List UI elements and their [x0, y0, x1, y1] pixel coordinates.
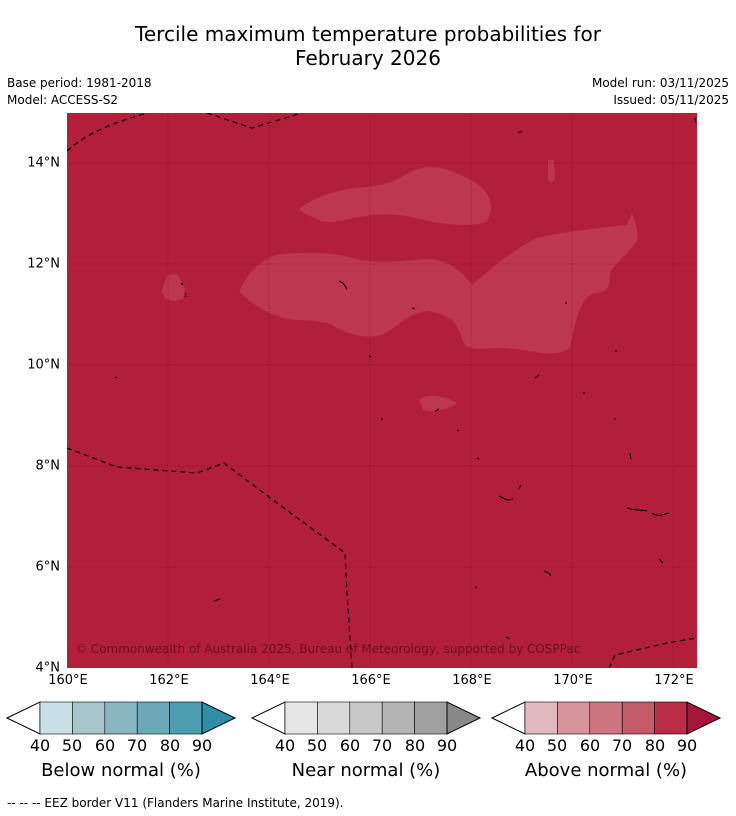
lon-label: 172°E — [654, 673, 694, 688]
cbar-swatch — [524, 701, 558, 735]
lat-label: 8°N — [35, 458, 61, 474]
title-line-2: February 2026 — [295, 46, 441, 70]
cbar-label-above: Above normal (%) — [524, 760, 688, 781]
cbar-tick: 50 — [61, 736, 83, 755]
lat-label: 4°N — [35, 660, 61, 676]
lon-label: 162°E — [149, 673, 189, 688]
patch-west — [162, 274, 185, 301]
cbar-swatches — [39, 701, 203, 735]
meta-right: Model run: 03/11/2025 Issued: 05/11/2025 — [592, 75, 729, 109]
cbar-swatch — [284, 701, 318, 735]
cbar-swatch — [654, 701, 688, 735]
base-period: Base period: 1981-2018 — [7, 76, 152, 90]
cbar-tick: 60 — [94, 736, 116, 755]
cbar-swatch — [72, 701, 106, 735]
lat-label: 10°N — [27, 357, 60, 373]
cbar-tick: 40 — [274, 736, 296, 755]
cbar-swatch — [39, 701, 73, 735]
lat-label: 12°N — [27, 256, 60, 272]
cbar-label-below: Below normal (%) — [41, 760, 201, 781]
cbar-tick: 90 — [191, 736, 213, 755]
cbar-upper-extension — [686, 701, 722, 735]
model-name: Model: ACCESS-S2 — [7, 93, 119, 107]
lon-label: 166°E — [351, 673, 391, 688]
title-line-1: Tercile maximum temperature probabilitie… — [135, 22, 601, 46]
cbar-tick: 90 — [436, 736, 458, 755]
cbar-tick: 40 — [514, 736, 536, 755]
lon-label: 164°E — [250, 673, 290, 688]
cbar-tick: 90 — [676, 736, 698, 755]
model-run: Model run: 03/11/2025 — [591, 76, 729, 90]
eez-footnote: -- -- -- EEZ border V11 (Flanders Marine… — [7, 796, 344, 810]
chart-title: Tercile maximum temperature probabilitie… — [0, 22, 736, 70]
cbar-swatch — [136, 701, 170, 735]
cbar-upper-extension — [446, 701, 482, 735]
cbar-swatch — [589, 701, 623, 735]
patch-ne-tiny — [548, 160, 555, 183]
cbar-tick: 70 — [371, 736, 393, 755]
cbar-tick: 50 — [306, 736, 328, 755]
cbar-swatches — [284, 701, 448, 735]
islands — [114, 130, 670, 640]
cbar-lower-extension — [491, 701, 526, 735]
probability-map: © Commonwealth of Australia 2025, Bureau… — [67, 113, 697, 668]
lon-label: 160°E — [48, 673, 88, 688]
cbar-swatch — [414, 701, 448, 735]
issued-date: Issued: 05/11/2025 — [613, 93, 729, 107]
lat-label: 6°N — [35, 559, 61, 575]
patch-small — [419, 395, 457, 412]
cbar-tick: 40 — [29, 736, 51, 755]
patch-north — [299, 167, 491, 225]
cbar-upper-extension — [201, 701, 237, 735]
cbar-swatch — [104, 701, 138, 735]
cbar-swatch — [621, 701, 655, 735]
cbar-tick: 70 — [126, 736, 148, 755]
lat-label: 14°N — [27, 155, 60, 171]
cbar-tick: 80 — [159, 736, 181, 755]
cbar-swatch — [557, 701, 591, 735]
lon-label: 170°E — [553, 673, 593, 688]
cbar-swatches — [524, 701, 688, 735]
cbar-lower-extension — [251, 701, 286, 735]
patch-central — [239, 213, 638, 354]
cbar-swatch — [381, 701, 415, 735]
map-svg — [67, 113, 697, 668]
cbar-swatch — [317, 701, 351, 735]
eez-borders — [67, 113, 697, 668]
copyright-notice: © Commonwealth of Australia 2025, Bureau… — [75, 642, 581, 656]
cbar-tick: 50 — [546, 736, 568, 755]
cbar-tick: 60 — [339, 736, 361, 755]
cbar-tick: 80 — [644, 736, 666, 755]
lon-label: 168°E — [452, 673, 492, 688]
cbar-swatch — [349, 701, 383, 735]
cbar-label-near: Near normal (%) — [291, 760, 441, 781]
cbar-tick: 70 — [611, 736, 633, 755]
cbar-tick: 80 — [404, 736, 426, 755]
gridlines — [67, 113, 697, 668]
meta-left: Base period: 1981-2018 Model: ACCESS-S2 — [7, 75, 152, 109]
cbar-lower-extension — [6, 701, 41, 735]
cbar-swatch — [169, 701, 203, 735]
cbar-tick: 60 — [579, 736, 601, 755]
